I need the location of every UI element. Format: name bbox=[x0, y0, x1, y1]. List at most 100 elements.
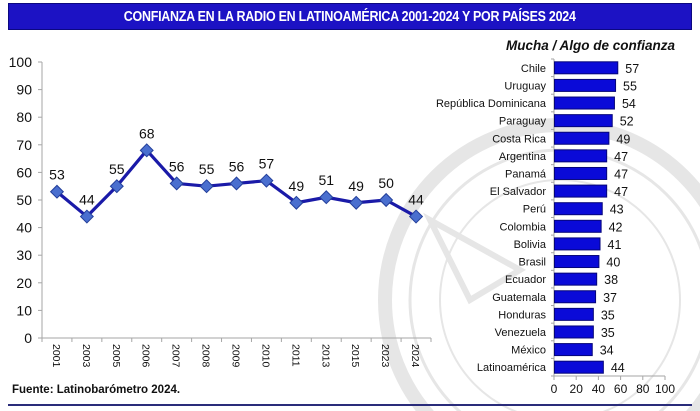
bar-category-label: México bbox=[511, 345, 546, 357]
bar-value-label: 54 bbox=[622, 97, 636, 111]
bar-value-label: 44 bbox=[611, 361, 625, 375]
data-point bbox=[319, 190, 334, 205]
bar-x-tick-label: 60 bbox=[614, 382, 628, 396]
x-tick-label: 2015 bbox=[349, 344, 361, 368]
data-point bbox=[349, 195, 364, 210]
data-label: 51 bbox=[318, 172, 334, 188]
bar-value-label: 35 bbox=[601, 326, 615, 340]
bar-value-label: 40 bbox=[606, 256, 620, 270]
y-tick-label: 30 bbox=[16, 247, 32, 263]
bar bbox=[554, 237, 601, 251]
bar-category-label: Chile bbox=[521, 63, 546, 75]
data-label: 56 bbox=[169, 158, 185, 174]
bar-category-label: Venezuela bbox=[495, 327, 547, 339]
bar bbox=[554, 325, 594, 339]
bar-value-label: 34 bbox=[600, 344, 614, 358]
bar-value-label: 52 bbox=[620, 115, 634, 129]
title-bar: CONFIANZA EN LA RADIO EN LATINOAMÉRICA 2… bbox=[8, 3, 692, 30]
data-point bbox=[79, 209, 94, 224]
x-tick-label: 2006 bbox=[140, 344, 152, 368]
bar bbox=[554, 149, 608, 163]
bar-x-tick-label: 0 bbox=[551, 382, 558, 396]
bar-category-label: Honduras bbox=[498, 309, 546, 321]
x-tick-label: 2001 bbox=[50, 344, 62, 368]
x-tick-label: 2023 bbox=[379, 344, 391, 368]
bar bbox=[554, 255, 600, 269]
data-point bbox=[199, 179, 214, 194]
x-tick-label: 2005 bbox=[110, 344, 122, 368]
bar-category-label: Guatemala bbox=[492, 292, 547, 304]
bar-category-label: Bolivia bbox=[514, 239, 547, 251]
data-label: 55 bbox=[199, 161, 215, 177]
bar-x-tick-label: 40 bbox=[592, 382, 606, 396]
bar-value-label: 35 bbox=[601, 308, 615, 322]
x-tick-label: 2024 bbox=[409, 344, 421, 368]
data-label: 44 bbox=[79, 192, 95, 208]
data-label: 56 bbox=[229, 158, 245, 174]
y-tick-label: 0 bbox=[24, 330, 32, 346]
data-point bbox=[379, 192, 394, 208]
bar-value-label: 38 bbox=[604, 273, 618, 287]
bar-value-label: 55 bbox=[623, 79, 637, 93]
bar-category-label: Colombia bbox=[500, 221, 547, 233]
bar-value-label: 47 bbox=[614, 167, 628, 181]
x-tick-label: 2003 bbox=[80, 344, 92, 368]
data-point bbox=[229, 176, 244, 191]
line-chart: 0 10 20 30 40 50 60 70 80 90 100 2001 2003 2005 2006 20… bbox=[9, 54, 432, 368]
chart-title: CONFIANZA EN LA RADIO EN LATINOAMÉRICA 2… bbox=[124, 8, 576, 25]
bar-category-label: El Salvador bbox=[490, 186, 547, 198]
bar bbox=[554, 184, 608, 198]
bar-value-label: 47 bbox=[614, 150, 628, 164]
bar-chart: 0 20 40 60 80 100 Chile 57 Uruguay 55 República Do… bbox=[436, 58, 675, 396]
bar-x-tick-label: 80 bbox=[636, 382, 650, 396]
x-tick-label: 2010 bbox=[259, 344, 271, 368]
bar bbox=[554, 360, 604, 374]
bar-category-label: Costa Rica bbox=[492, 133, 547, 145]
x-tick-label: 2011 bbox=[289, 344, 301, 367]
bar bbox=[554, 290, 597, 304]
data-label: 49 bbox=[348, 178, 364, 194]
bar-category-label: Ecuador bbox=[505, 274, 546, 286]
x-tick-label: 2008 bbox=[200, 344, 212, 368]
y-tick-label: 40 bbox=[16, 220, 32, 236]
bar-value-label: 49 bbox=[616, 132, 630, 146]
bar bbox=[554, 166, 608, 180]
data-point bbox=[408, 209, 424, 224]
bar-value-label: 37 bbox=[603, 291, 617, 305]
bar-category-label: Paraguay bbox=[499, 116, 547, 128]
bar bbox=[554, 96, 615, 110]
data-label: 57 bbox=[259, 156, 275, 172]
y-tick-label: 60 bbox=[16, 164, 32, 180]
bar-category-label: Panamá bbox=[505, 168, 547, 180]
bar-category-label: Brasil bbox=[518, 257, 546, 269]
data-label: 50 bbox=[378, 175, 394, 191]
data-point bbox=[259, 173, 274, 188]
data-point bbox=[139, 143, 154, 158]
bar-value-label: 43 bbox=[610, 203, 624, 217]
data-label: 53 bbox=[49, 167, 65, 183]
x-tick-label: 2013 bbox=[319, 344, 331, 368]
data-point bbox=[109, 179, 124, 194]
bar-category-label: República Dominicana bbox=[436, 98, 547, 110]
y-tick-label: 20 bbox=[16, 275, 32, 291]
bar-value-label: 41 bbox=[608, 238, 622, 252]
bar-value-label: 42 bbox=[609, 220, 623, 234]
data-label: 68 bbox=[139, 125, 155, 141]
bar bbox=[554, 343, 593, 357]
bar bbox=[554, 61, 619, 75]
data-point bbox=[49, 184, 65, 199]
bar-value-label: 57 bbox=[625, 62, 639, 76]
bar-category-label: Uruguay bbox=[504, 80, 546, 92]
y-tick-label: 90 bbox=[16, 82, 32, 98]
bar bbox=[554, 219, 602, 233]
data-label: 44 bbox=[408, 192, 424, 208]
bottom-rule bbox=[8, 404, 692, 406]
y-tick-label: 50 bbox=[16, 192, 32, 208]
source-note: Fuente: Latinobarómetro 2024. bbox=[12, 384, 181, 396]
y-tick-label: 70 bbox=[16, 137, 32, 153]
bar bbox=[554, 272, 598, 286]
bar bbox=[554, 307, 594, 321]
y-tick-label: 100 bbox=[9, 54, 33, 70]
bar-x-tick-label: 20 bbox=[570, 382, 584, 396]
bar-value-label: 47 bbox=[614, 185, 628, 199]
